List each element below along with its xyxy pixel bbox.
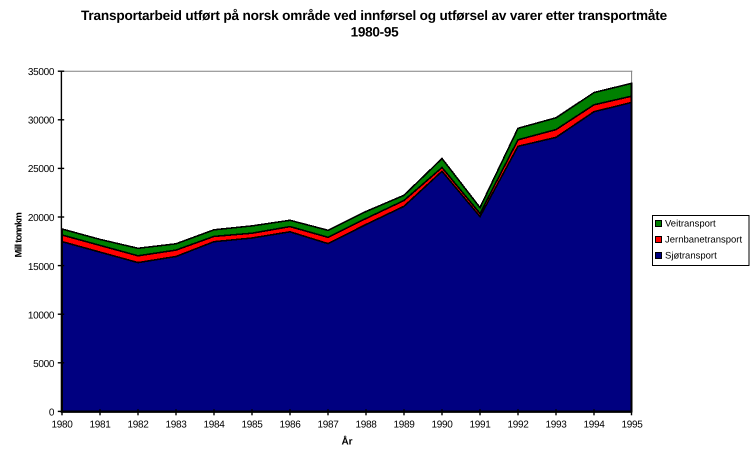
svg-text:1993: 1993 bbox=[545, 419, 567, 430]
svg-text:1991: 1991 bbox=[469, 419, 491, 430]
svg-text:1983: 1983 bbox=[165, 419, 187, 430]
svg-text:1987: 1987 bbox=[317, 419, 339, 430]
svg-text:1980: 1980 bbox=[51, 419, 73, 430]
svg-text:Transportarbeid utført på nors: Transportarbeid utført på norsk område v… bbox=[81, 8, 668, 23]
svg-text:25000: 25000 bbox=[28, 164, 55, 175]
svg-text:Mill tonnkm: Mill tonnkm bbox=[14, 213, 25, 258]
svg-text:35000: 35000 bbox=[28, 67, 55, 78]
svg-text:1982: 1982 bbox=[127, 419, 149, 430]
svg-text:1989: 1989 bbox=[393, 419, 415, 430]
svg-text:Sjøtransport: Sjøtransport bbox=[665, 250, 717, 261]
svg-text:15000: 15000 bbox=[28, 262, 55, 273]
svg-text:1986: 1986 bbox=[279, 419, 301, 430]
svg-text:1988: 1988 bbox=[355, 419, 377, 430]
svg-text:1985: 1985 bbox=[241, 419, 263, 430]
svg-text:1981: 1981 bbox=[89, 419, 111, 430]
svg-text:1984: 1984 bbox=[203, 419, 225, 430]
svg-text:1990: 1990 bbox=[431, 419, 453, 430]
svg-text:Jernbanetransport: Jernbanetransport bbox=[665, 234, 742, 245]
svg-text:1994: 1994 bbox=[583, 419, 605, 430]
svg-text:Veitransport: Veitransport bbox=[665, 218, 716, 229]
svg-text:10000: 10000 bbox=[28, 310, 55, 321]
svg-text:År: År bbox=[341, 436, 352, 448]
svg-text:5000: 5000 bbox=[33, 359, 55, 370]
svg-text:0: 0 bbox=[49, 408, 55, 419]
svg-text:1995: 1995 bbox=[621, 419, 643, 430]
svg-text:1980-95: 1980-95 bbox=[351, 25, 400, 40]
svg-text:1992: 1992 bbox=[507, 419, 529, 430]
svg-text:20000: 20000 bbox=[28, 213, 55, 224]
svg-text:30000: 30000 bbox=[28, 116, 55, 127]
